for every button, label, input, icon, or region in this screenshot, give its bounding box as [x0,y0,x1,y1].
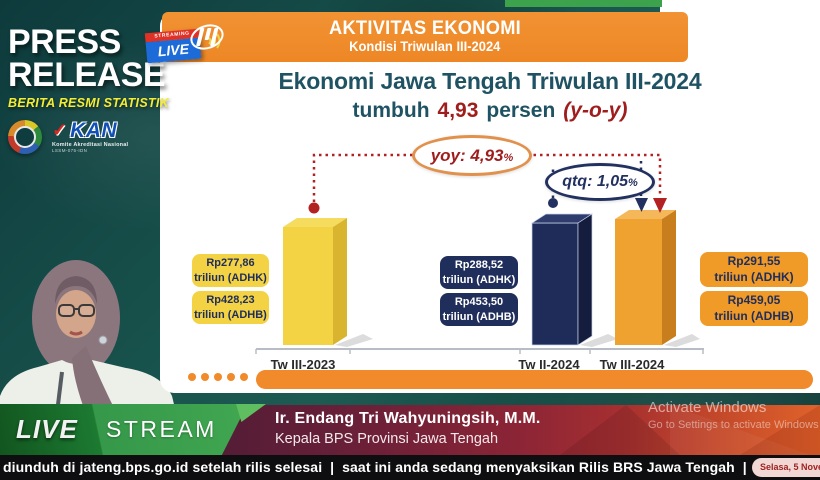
qtq-unit: % [628,177,638,189]
glasses-icon [58,304,95,317]
banner-subtitle: Kondisi Triwulan III-2024 [349,39,501,55]
press-release-line2: RELEASE [8,56,166,95]
growth-mid: persen [486,99,556,122]
bps-logo-icon [190,24,224,50]
qtq-bubble: qtq: 1,05% [545,163,655,201]
mouth [69,330,83,336]
slide-card [160,12,820,393]
face [56,290,96,338]
speaker-name: Ir. Endang Tri Wahyuningsih, M.M. [275,410,541,427]
date-badge: Selasa, 5 November 202 [752,458,820,477]
ticker-text: diunduh di jateng.bps.go.id setelah rili… [3,459,748,475]
yoy-value: 4,93 [470,145,504,165]
bar-chart [255,153,704,354]
growth-suffix: (y-o-y) [563,99,628,122]
live-word: LIVE [16,414,78,444]
accreditation-ring-logo [8,119,42,154]
slide-banner: AKTIVITAS EKONOMI Kondisi Triwulan III-2… [162,12,688,62]
growth-prefix: tumbuh [352,99,430,122]
bar-tw2-2024 [530,213,594,346]
value-box-adhk-2023: Rp277,86 triliun (ADHK) [192,254,269,287]
press-release-tagline: BERITA RESMI STATISTIK [8,95,169,110]
speaker-title: Kepala BPS Provinsi Jawa Tengah [275,431,499,447]
slide-footer-dots [188,373,248,381]
growth-subtitle: tumbuh 4,93 persen (y-o-y) [165,99,815,123]
value-box-adhb-q3-2024: Rp459,05 triliun (ADHB) [700,291,808,326]
slide-title: Ekonomi Jawa Tengah Triwulan III-2024 [278,68,702,94]
news-ticker: diunduh di jateng.bps.go.id setelah rili… [0,455,820,480]
banner-title: AKTIVITAS EKONOMI [328,18,522,40]
kan-caption: Komite Akreditasi Nasional [52,141,129,148]
lower-third-banner [200,405,820,455]
press-release-bug: PRESS STREAMING LIVE RELEASE BERITA RESM… [8,23,238,154]
bar-tw3-2024 [615,210,676,345]
value-box-adhb-q2-2024: Rp453,50 triliun (ADHB) [440,293,518,326]
category-tw3-2024: Tw III-2024 [599,357,665,372]
yoy-label: yoy: [430,145,466,165]
activate-windows-watermark: Activate Windows Go to Settings to activ… [648,399,819,431]
yoy-bubble: yoy: 4,93% [412,135,532,176]
qtq-value: 1,05 [596,173,628,190]
yoy-connector [308,153,667,214]
kan-logo: KAN [70,118,118,142]
hijab-drape [72,346,116,419]
live-stream-banner [0,404,248,455]
value-box-adhk-q3-2024: Rp291,55 triliun (ADHK) [700,252,808,287]
category-tw2-2024: Tw II-2024 [518,357,580,372]
bar-tw3-2023 [283,218,347,345]
top-green-strip [505,0,662,7]
kan-check-icon: ✓ [52,119,68,140]
axis-ticks [255,349,704,354]
qtq-label: qtq: [562,173,593,190]
value-box-adhk-q2-2024: Rp288,52 triliun (ADHK) [440,256,518,289]
value-box-adhb-2023: Rp428,23 triliun (ADHB) [192,291,269,324]
press-release-line1: PRESS [8,23,121,61]
growth-value: 4,93 [437,99,479,122]
category-tw3-2023: Tw III-2023 [270,357,336,372]
brooch [98,335,108,345]
stream-word: STREAM [106,416,217,442]
kan-code: LSSM-075-IDN [52,147,88,153]
yoy-unit: % [503,151,514,164]
slide-footer-bar [256,370,813,389]
